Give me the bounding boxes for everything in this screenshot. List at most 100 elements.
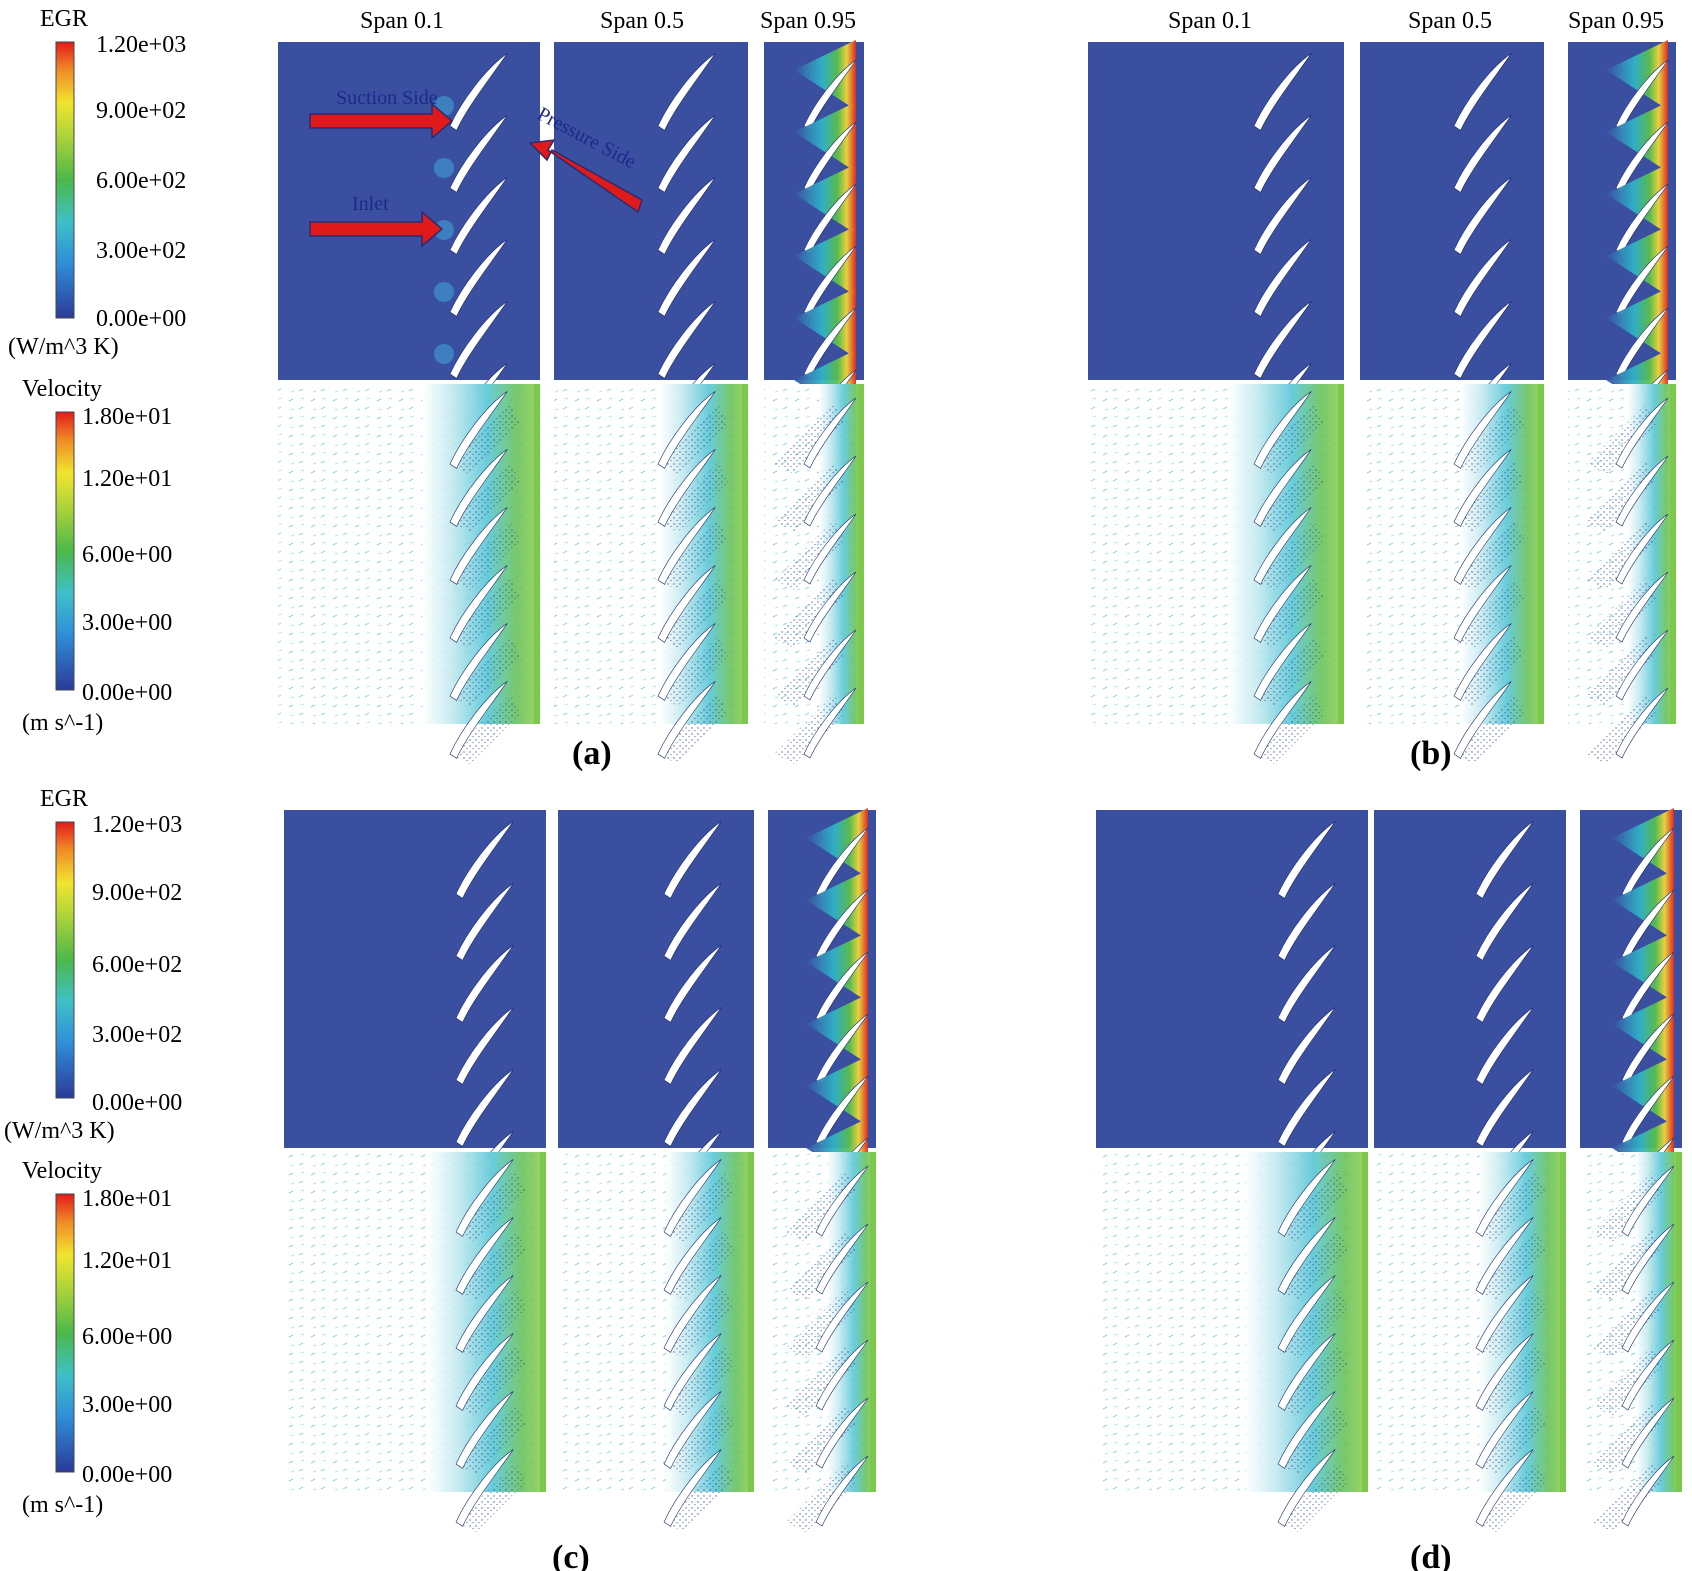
blade-shape [663, 1275, 722, 1353]
velocity-tick: 1.80e+01 [82, 1186, 172, 1212]
contour-panels [278, 40, 1682, 1532]
blade-shape [1277, 1069, 1336, 1147]
velocity-tick: 0.00e+00 [82, 1462, 172, 1488]
blade-shape [1453, 449, 1512, 527]
blade-shape [1253, 623, 1312, 701]
egr-tick: 1.20e+03 [92, 812, 182, 838]
velocity-wake [456, 1346, 526, 1416]
egr-hotspot [806, 994, 868, 1064]
blade-shape [449, 449, 508, 527]
velocity-wake [450, 694, 520, 764]
blade-shape [815, 1339, 869, 1411]
egr-hotspot [806, 870, 868, 940]
velocity-wake [658, 404, 728, 474]
blade-shape [1475, 1275, 1534, 1353]
egr-contour-s5 [558, 810, 754, 1148]
blade-shape [815, 1013, 869, 1085]
blade-shape [815, 1455, 869, 1527]
blade-shape [1615, 245, 1669, 317]
panel-labels: (a) (b) (c) (d) [552, 735, 1452, 1571]
egr-tick: 0.00e+00 [92, 1090, 182, 1116]
blade-shape [455, 1391, 514, 1469]
blade-shape [1615, 397, 1669, 469]
velocity-outlet-strip [534, 384, 540, 724]
blade-shape [1453, 565, 1512, 643]
egr-colorbar-unit: (W/m^3 K) [8, 334, 119, 360]
egr-contour-s5 [1360, 42, 1544, 380]
blade-shape [1475, 821, 1534, 899]
velocity-outlet-strip [1338, 384, 1344, 724]
blade-shape [803, 455, 857, 527]
velocity-outlet-strip [540, 1152, 546, 1492]
velocity-wake [658, 520, 728, 590]
blade-shape [815, 1075, 869, 1147]
velocity-wake [1476, 1288, 1546, 1358]
velocity-wake [664, 1288, 734, 1358]
velocity-outlet-strip [870, 1152, 876, 1492]
egr-colorbar-title: EGR [40, 6, 88, 32]
velocity-wake [664, 1346, 734, 1416]
blade-shape [1253, 507, 1312, 585]
blade-shape [803, 571, 857, 643]
suction-side-label: Suction Side [336, 87, 438, 109]
blade-shape [1475, 1007, 1534, 1085]
velocity-wake [1254, 404, 1324, 474]
blade-shape [1453, 623, 1512, 701]
blade-shape [1615, 513, 1669, 585]
blade-shape [663, 1217, 722, 1295]
egr-hotspot [1612, 870, 1674, 940]
span-label: Span 0.1 [1168, 8, 1252, 34]
blade-shape [815, 1281, 869, 1353]
velocity-wake [1254, 694, 1324, 764]
egr-hotspot [806, 1056, 868, 1126]
blade-shape [1253, 449, 1312, 527]
blade-shape [815, 827, 869, 899]
blade-shape [1253, 565, 1312, 643]
egr-inlet-patch [434, 220, 454, 240]
egr-tick: 3.00e+02 [96, 238, 186, 264]
velocity-outlet-strip [858, 384, 864, 724]
velocity-outlet-strip [1362, 1152, 1368, 1492]
blade-shape [1615, 183, 1669, 255]
egr-hotspot [794, 226, 856, 296]
blade-shape [449, 391, 508, 469]
velocity-colorbar-ticks: 1.80e+01 1.20e+01 6.00e+00 3.00e+00 0.00… [82, 404, 172, 706]
blade-shape [657, 177, 716, 255]
blade-shape [1621, 951, 1675, 1023]
blade-shape [1615, 629, 1669, 701]
egr-contour-s1 [1096, 810, 1368, 1148]
egr-hotspot [1612, 994, 1674, 1064]
velocity-wake [1586, 578, 1656, 648]
blade-shape [663, 1159, 722, 1237]
blade-shape [1277, 1217, 1336, 1295]
blade-shape [455, 1007, 514, 1085]
span-label: Span 0.1 [360, 8, 444, 34]
velocity-wake [1476, 1172, 1546, 1242]
blade-shape [815, 951, 869, 1023]
egr-hotspot [806, 932, 868, 1002]
blade-shape [663, 1069, 722, 1147]
blade-shape [657, 565, 716, 643]
velocity-tick: 3.00e+00 [82, 1392, 172, 1418]
velocity-colorbar-ticks: 1.80e+01 1.20e+01 6.00e+00 3.00e+00 0.00… [82, 1186, 172, 1488]
velocity-wake [1454, 462, 1524, 532]
velocity-wake [1278, 1404, 1348, 1474]
blade-shape [1253, 177, 1312, 255]
pressure-side-arrow [528, 139, 643, 214]
egr-hotspot [1606, 40, 1668, 110]
velocity-outlet-strip [1560, 1152, 1566, 1492]
velocity-wake [1586, 462, 1656, 532]
velocity-wake [450, 462, 520, 532]
egr-colorbar [55, 821, 75, 1099]
blade-shape [803, 121, 857, 193]
panel-d [1096, 808, 1682, 1532]
velocity-wake [664, 1462, 734, 1532]
blade-shape [1615, 687, 1669, 759]
velocity-colorbar [55, 1193, 75, 1473]
blade-shape [803, 513, 857, 585]
blade-shape [449, 681, 508, 759]
blade-shape [657, 239, 716, 317]
velocity-wake [1278, 1172, 1348, 1242]
blade-shape [803, 59, 857, 131]
blade-shape [815, 1223, 869, 1295]
